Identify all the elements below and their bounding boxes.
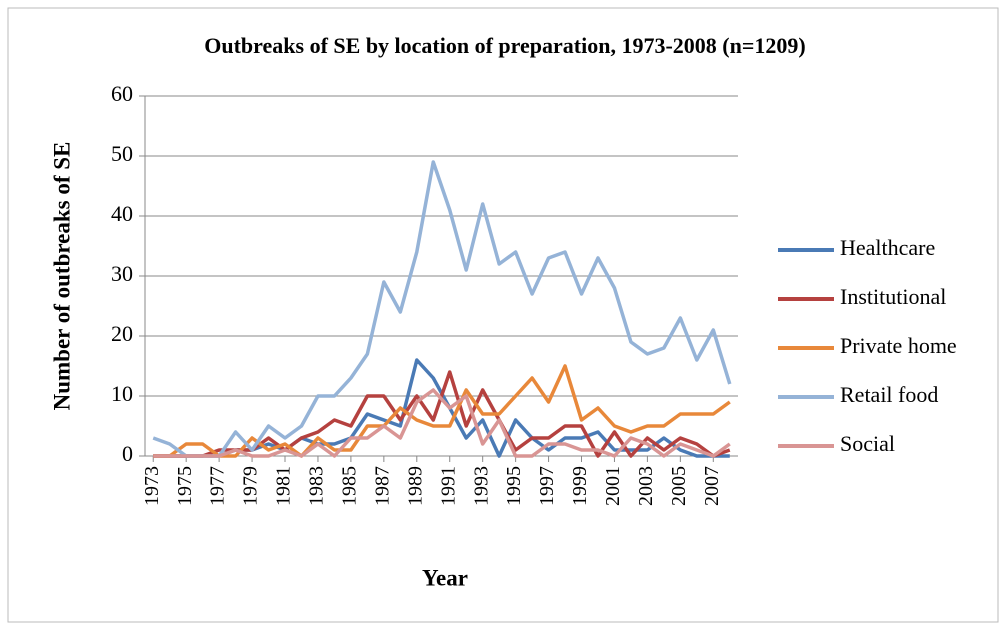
x-tick-label: 1995 (503, 466, 525, 506)
x-tick-label: 1981 (273, 466, 295, 506)
legend-label: Institutional (840, 284, 946, 309)
legend-label: Healthcare (840, 235, 935, 260)
x-tick-label: 1987 (371, 466, 393, 506)
x-tick-label: 1983 (306, 466, 328, 506)
x-tick-label: 1991 (437, 466, 459, 506)
x-tick-label: 1975 (174, 466, 196, 506)
y-tick-label: 0 (122, 441, 133, 466)
x-tick-label: 2007 (701, 466, 723, 506)
y-tick-label: 50 (111, 141, 133, 166)
x-tick-label: 1973 (141, 466, 163, 506)
legend-label: Retail food (840, 382, 938, 407)
series-line (153, 388, 731, 458)
x-tick-label: 2005 (668, 466, 690, 506)
series-line (152, 160, 732, 458)
x-tick-label: 1979 (240, 466, 262, 506)
x-tick-label: 1985 (338, 466, 360, 506)
x-tick-label: 1977 (207, 466, 229, 506)
series-line (153, 370, 731, 458)
legend-label: Social (840, 431, 895, 456)
x-tick-label: 2001 (602, 466, 624, 506)
y-tick-label: 40 (111, 201, 133, 226)
y-tick-label: 10 (111, 381, 133, 406)
y-axis-title: Number of outbreaks of SE (49, 142, 74, 411)
y-tick-label: 30 (111, 261, 133, 286)
x-tick-label: 1999 (569, 466, 591, 506)
y-tick-label: 20 (111, 321, 133, 346)
legend-label: Private home (840, 333, 957, 358)
x-axis-title: Year (422, 565, 468, 590)
series-line (153, 364, 731, 458)
x-tick-label: 1989 (404, 466, 426, 506)
chart-border (7, 7, 999, 623)
y-tick-label: 60 (111, 81, 133, 106)
chart-title: Outbreaks of SE by location of preparati… (204, 33, 805, 58)
x-tick-label: 1993 (470, 466, 492, 506)
x-tick-label: 1997 (536, 466, 558, 506)
x-tick-label: 2003 (635, 466, 657, 506)
